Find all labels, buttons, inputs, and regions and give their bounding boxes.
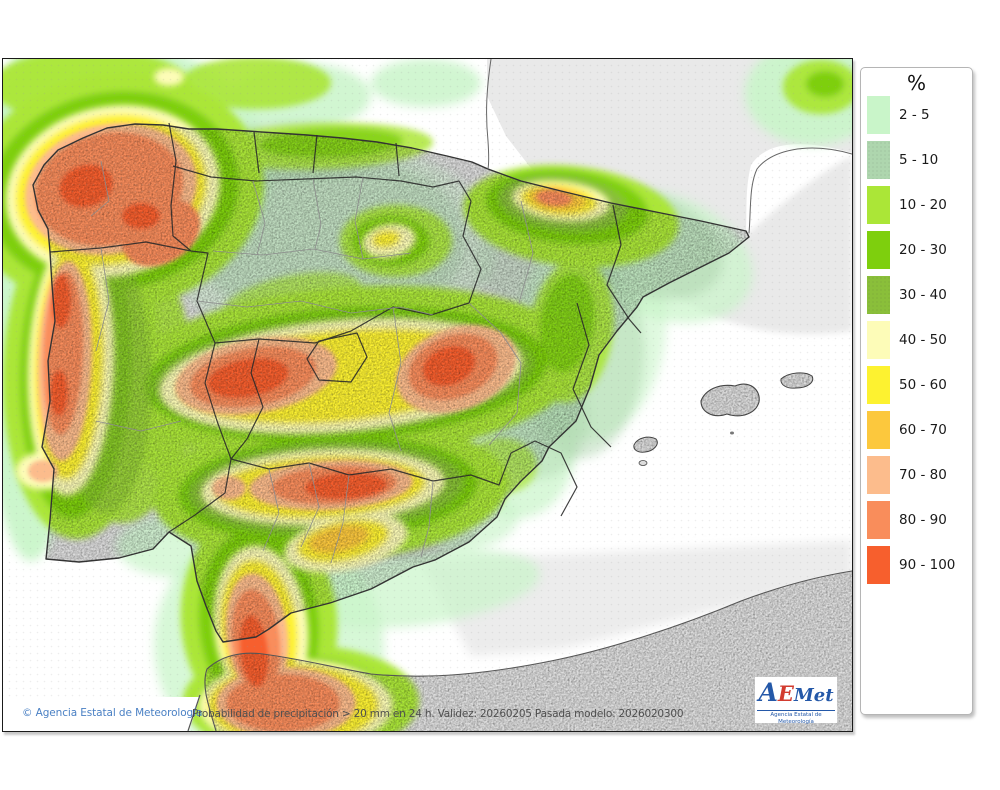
legend-label: 30 - 40 [899,287,947,303]
logo-letter-a: A [758,678,778,707]
legend-label: 20 - 30 [899,242,947,258]
copyright-wedge [3,694,201,731]
legend-swatch [867,546,890,584]
legend-label: 50 - 60 [899,377,947,393]
aemet-logo-wordmark: AEMet [755,678,837,708]
legend-swatch [867,276,890,314]
legend-swatch [867,456,890,494]
legend-row: 40 - 50 [861,321,972,359]
legend-row: 90 - 100 [861,546,972,584]
legend-label: 2 - 5 [899,107,930,123]
legend-row: 80 - 90 [861,501,972,539]
logo-subtitle: Agencia Estatal de Meteorología [757,710,835,726]
logo-letters-met: Met [793,685,834,706]
legend-row: 2 - 5 [861,96,972,134]
legend-row: 70 - 80 [861,456,972,494]
copyright-text: © Agencia Estatal de Meteorología [22,707,203,719]
legend-swatch [867,186,890,224]
legend-panel: % 2 - 5 5 - 10 10 - 20 20 - 30 30 - 40 4… [860,67,973,715]
legend-label: 60 - 70 [899,422,947,438]
legend-swatch [867,231,890,269]
legend-row: 10 - 20 [861,186,972,224]
logo-letter-e: E [777,681,794,706]
legend-row: 50 - 60 [861,366,972,404]
coastlines [32,59,852,731]
aemet-logo: AEMet Agencia Estatal de Meteorología [755,677,837,726]
legend-row: 30 - 40 [861,276,972,314]
legend-swatch [867,141,890,179]
legend-label: 5 - 10 [899,152,939,168]
legend-label: 80 - 90 [899,512,947,528]
legend-swatch [867,411,890,449]
legend-label: 70 - 80 [899,467,947,483]
precipitation-probability-map [3,59,852,731]
legend-title: % [906,71,926,95]
legend-row: 20 - 30 [861,231,972,269]
map-frame [2,58,853,732]
legend-swatch [867,96,890,134]
dither-texture [3,59,852,731]
legend-label: 40 - 50 [899,332,947,348]
legend-label: 10 - 20 [899,197,947,213]
legend-row: 60 - 70 [861,411,972,449]
legend-label: 90 - 100 [899,557,956,573]
legend-row: 5 - 10 [861,141,972,179]
legend-swatch [867,366,890,404]
legend-swatch [867,501,890,539]
province-borders [90,160,534,564]
legend-swatch [867,321,890,359]
map-caption-text: Probabilidad de precipitación > 20 mm en… [192,708,684,720]
